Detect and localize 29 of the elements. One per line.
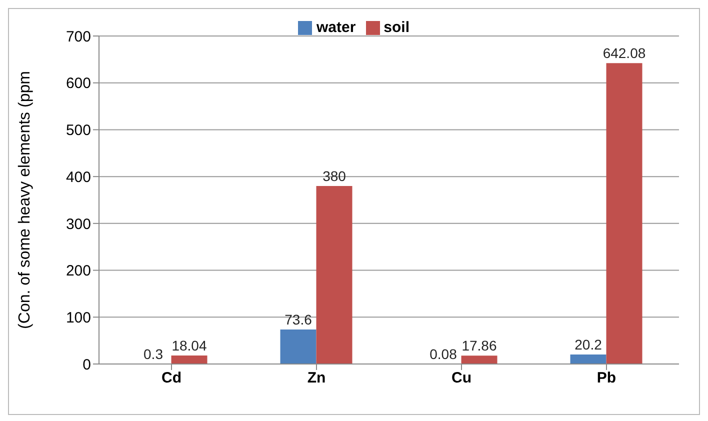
x-tick-label: Zn <box>307 370 326 387</box>
data-label: 73.6 <box>284 312 312 328</box>
data-label: 18.04 <box>172 338 207 354</box>
data-label: 0.3 <box>144 346 164 362</box>
legend-label: soil <box>384 19 410 36</box>
data-label: 20.2 <box>574 336 602 353</box>
bar <box>171 356 208 364</box>
legend-label: water <box>316 19 356 36</box>
y-tick-label: 100 <box>66 309 91 326</box>
y-tick-label: 600 <box>66 75 91 92</box>
bar <box>280 330 316 364</box>
y-tick-label: 400 <box>66 168 91 186</box>
data-label: 0.08 <box>430 346 458 362</box>
y-tick-label: 300 <box>66 216 91 233</box>
x-tick-label: Pb <box>596 370 616 387</box>
x-tick-label: Cd <box>162 370 182 387</box>
data-label: 380 <box>322 168 346 184</box>
bar <box>570 354 606 364</box>
y-tick-label: 500 <box>66 122 91 140</box>
data-label: 17.86 <box>462 338 497 354</box>
y-tick-label: 700 <box>66 28 91 46</box>
data-label: 642.08 <box>602 45 646 62</box>
bar <box>606 63 642 364</box>
x-tick-label: Cu <box>452 370 472 387</box>
y-tick-label: 0 <box>82 356 91 374</box>
y-tick-label: 200 <box>66 262 91 280</box>
bar <box>461 356 498 364</box>
y-axis-title: (Con. of some heavy elements (ppm <box>16 71 34 329</box>
bar <box>316 186 352 364</box>
